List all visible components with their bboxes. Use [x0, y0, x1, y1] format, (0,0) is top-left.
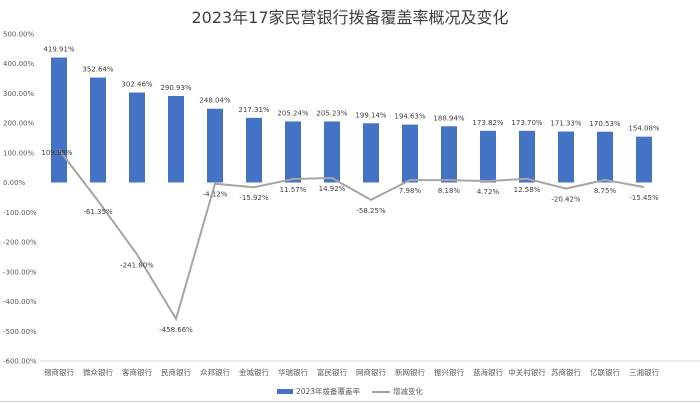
y-tick-label: 300.00%	[3, 90, 34, 98]
legend-item-bar[interactable]: 2023年拨备覆盖率	[276, 386, 361, 397]
line-value-label: -241.80%	[120, 261, 154, 269]
bar-value-label: 173.82%	[472, 119, 503, 127]
legend-line-swatch-icon	[372, 390, 391, 393]
bar-series	[51, 57, 652, 183]
bar[interactable]	[402, 124, 418, 183]
bar[interactable]	[480, 130, 496, 183]
bar[interactable]	[597, 131, 613, 183]
bar-value-label: 188.94%	[433, 114, 464, 122]
line-value-label: 8.18%	[438, 187, 461, 195]
bar-value-label: 419.91%	[43, 46, 74, 54]
bar-value-label: 302.46%	[121, 81, 152, 89]
bar[interactable]	[636, 136, 652, 183]
y-tick-label: -500.00%	[3, 328, 37, 336]
window-bottom-border	[0, 401, 700, 402]
legend-item-line[interactable]: 增减变化	[372, 386, 423, 397]
bar[interactable]	[441, 126, 457, 183]
bar[interactable]	[168, 95, 184, 183]
bar-value-label: 290.93%	[160, 84, 191, 92]
y-tick-label: 0.00%	[3, 179, 26, 187]
x-category-label: 三湘银行	[629, 367, 659, 377]
y-tick-label: -600.00%	[3, 358, 37, 366]
line-value-label: 4.72%	[477, 188, 500, 196]
x-category-label: 中关村银行	[508, 367, 546, 377]
legend: 2023年拨备覆盖率 增减变化	[0, 386, 700, 397]
x-category-label: 锡商银行	[44, 367, 74, 377]
x-category-label: 民商银行	[161, 367, 191, 377]
x-category-label: 振兴银行	[434, 367, 464, 377]
y-tick-label: 500.00%	[3, 30, 34, 38]
bar-value-label: 170.53%	[589, 120, 620, 128]
line-value-label: 11.57%	[280, 186, 307, 194]
line-value-label: -458.66%	[159, 326, 193, 334]
y-axis: 500.00% 400.00% 300.00% 200.00% 100.00% 0.00%…	[3, 30, 37, 365]
bar[interactable]	[519, 130, 535, 183]
bar-value-label: 154.08%	[628, 125, 659, 133]
line-value-label: 14.92%	[319, 185, 346, 193]
legend-line-label: 增减变化	[393, 387, 424, 396]
line-value-label: 109.99%	[41, 149, 72, 157]
line-value-label: -15.92%	[239, 194, 269, 202]
bar-value-label: 217.31%	[238, 106, 269, 114]
bar[interactable]	[207, 108, 223, 183]
y-tick-label: -400.00%	[3, 298, 37, 306]
bar[interactable]	[285, 121, 301, 183]
bar[interactable]	[324, 121, 340, 183]
line-data-labels: 109.99% -61.35% -241.80% -458.66% -4.12% -15.…	[41, 149, 659, 334]
bar[interactable]	[558, 131, 574, 183]
x-category-label: 华瑞银行	[278, 367, 308, 377]
bar-value-label: 173.70%	[511, 119, 542, 127]
bar-value-label: 248.04%	[199, 97, 230, 105]
bar[interactable]	[363, 123, 379, 183]
line-value-label: -61.35%	[83, 208, 113, 216]
bar[interactable]	[129, 92, 145, 183]
y-tick-label: -100.00%	[3, 209, 37, 217]
line-value-label: 7.98%	[399, 187, 422, 195]
x-category-label: 客商银行	[122, 367, 152, 377]
x-category-label: 苏商银行	[551, 367, 581, 377]
x-category-label: 富民银行	[317, 367, 347, 377]
x-category-label: 金城银行	[239, 367, 269, 377]
x-category-label: 蓝海银行	[473, 367, 503, 377]
bar-value-label: 194.63%	[394, 113, 425, 121]
line-value-label: -4.12%	[203, 191, 228, 199]
bar-value-label: 205.24%	[277, 109, 308, 117]
legend-bar-swatch-icon	[276, 389, 293, 394]
y-tick-label: -200.00%	[3, 239, 37, 247]
line-value-label: -15.45%	[629, 194, 659, 202]
x-category-label: 亿联银行	[590, 367, 620, 377]
bar[interactable]	[90, 77, 106, 183]
bar-value-label: 205.23%	[316, 109, 347, 117]
y-tick-label: -300.00%	[3, 268, 37, 276]
line-value-label: 8.75%	[594, 187, 617, 195]
line-value-label: -58.25%	[356, 207, 386, 215]
legend-bar-label: 2023年拨备覆盖率	[295, 387, 361, 396]
x-category-label: 众邦银行	[200, 367, 230, 377]
bar-value-label: 352.64%	[82, 66, 113, 74]
line-series	[58, 149, 645, 322]
x-category-label: 微众银行	[83, 367, 113, 377]
y-tick-label: 100.00%	[3, 149, 34, 157]
x-axis-categories: 锡商银行 微众银行 客商银行 民商银行 众邦银行 金城银行 华瑞银行 富民银行 网商银行 新网银行…	[44, 367, 659, 377]
bar-data-labels: 419.91% 352.64% 302.46% 290.93% 248.04% 217.3…	[43, 46, 659, 133]
x-category-label: 新网银行	[395, 367, 425, 377]
bar[interactable]	[246, 117, 262, 183]
line-value-label: 12.58%	[514, 186, 541, 194]
chart-title: 2023年17家民营银行拨备覆盖率概况及变化	[191, 8, 509, 27]
y-tick-label: 400.00%	[3, 60, 34, 68]
y-tick-label: 200.00%	[3, 120, 34, 128]
line-value-label: -20.42%	[551, 196, 581, 204]
bar[interactable]	[51, 57, 67, 183]
bar-value-label: 199.14%	[355, 111, 386, 119]
x-category-label: 网商银行	[356, 367, 386, 377]
bar-value-label: 171.33%	[550, 120, 581, 128]
